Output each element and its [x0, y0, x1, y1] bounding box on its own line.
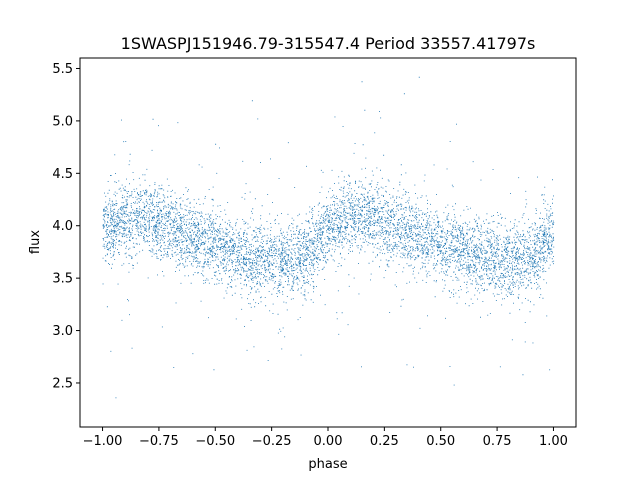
y-tick-label: 3.0	[52, 324, 73, 339]
x-tick-label: 0.25	[370, 434, 399, 449]
x-tick-label: −1.00	[83, 434, 123, 449]
y-tick-label: 4.5	[52, 167, 73, 182]
y-tick-label: 4.0	[52, 219, 73, 234]
x-axis: −1.00 −0.75 −0.50 −0.25 0.00 0.25 0.50 0.75 1.00	[83, 427, 568, 449]
y-axis: 2.5 3.0 3.5 4.0 4.5 5.0 5.5	[52, 62, 80, 391]
chart-title: 1SWASPJ151946.79-315547.4 Period 33557.4…	[121, 34, 536, 53]
x-tick-label: −0.50	[195, 434, 235, 449]
scatter-point-cloud	[102, 76, 555, 399]
x-tick-label: −0.25	[252, 434, 292, 449]
y-tick-label: 3.5	[52, 272, 73, 287]
x-tick-label: 0.00	[314, 434, 343, 449]
x-axis-label: phase	[308, 457, 347, 472]
x-tick-label: 0.50	[426, 434, 455, 449]
x-tick-label: 1.00	[539, 434, 568, 449]
x-tick-label: 0.75	[483, 434, 512, 449]
y-tick-label: 2.5	[52, 376, 73, 391]
x-tick-label: −0.75	[139, 434, 179, 449]
y-tick-label: 5.0	[52, 114, 73, 129]
y-axis-label: flux	[28, 230, 43, 254]
scatter-points	[102, 76, 555, 399]
y-tick-label: 5.5	[52, 62, 73, 77]
